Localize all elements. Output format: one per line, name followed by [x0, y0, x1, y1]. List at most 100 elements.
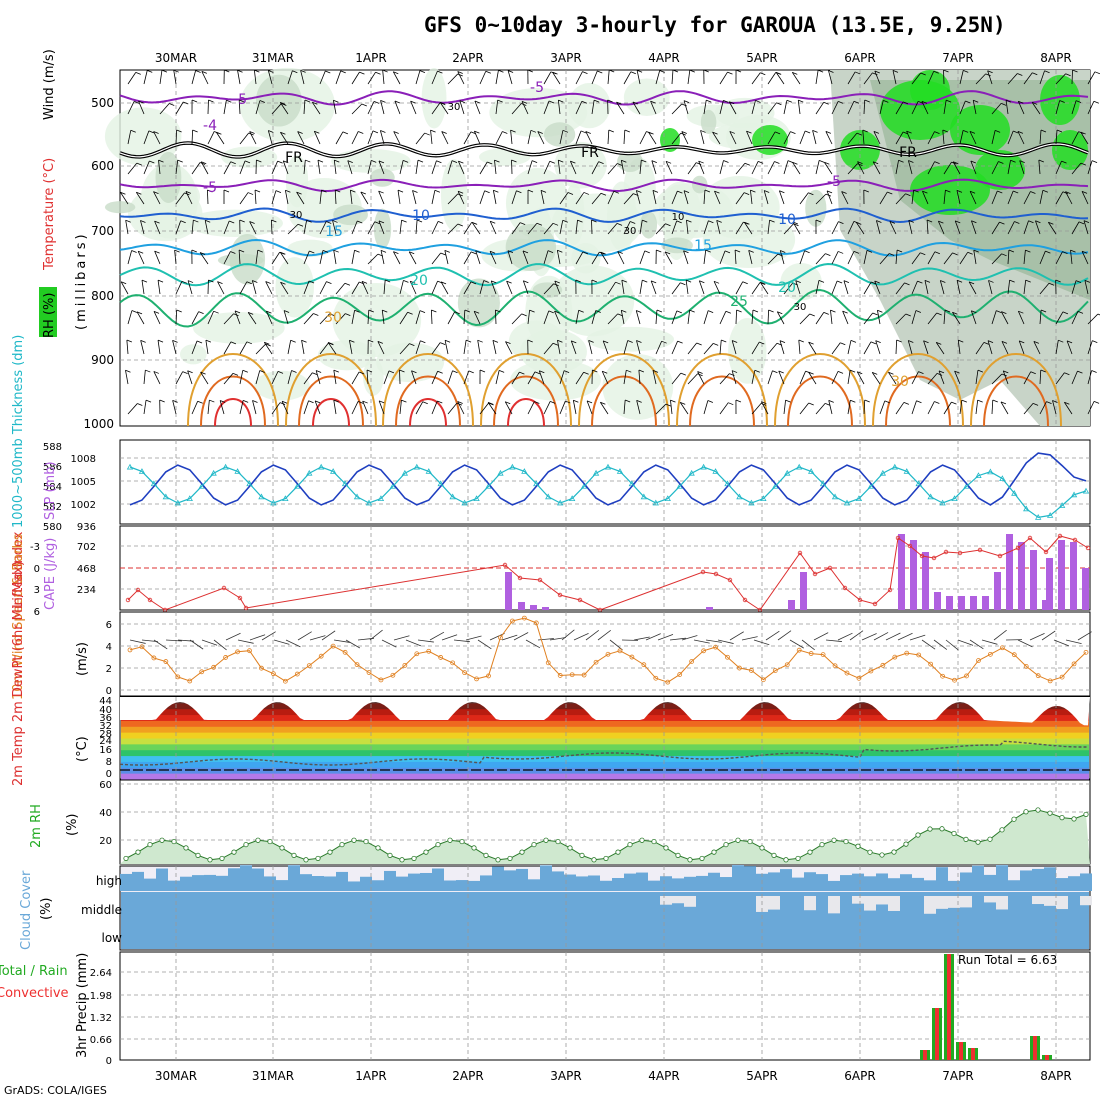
wind10-marker [940, 673, 945, 679]
wind-barb [575, 71, 583, 85]
tick-label: 44 [99, 696, 112, 707]
cloud-high-bar [264, 876, 276, 891]
precip-bars [920, 954, 1052, 1060]
wind-barb-flag [754, 369, 760, 373]
wind-barb-flag [191, 99, 198, 103]
wind-barb-flag [1040, 309, 1047, 313]
wind-barb [889, 221, 897, 235]
wind-barb-flag [837, 370, 844, 374]
wind-barb-flag [760, 403, 767, 406]
wind-barb [409, 281, 417, 295]
wind-barb [607, 163, 618, 175]
rh-marker [699, 855, 705, 862]
wind-barb-flag [874, 280, 880, 284]
wind-barb-flag [522, 250, 529, 254]
wind-barb [1039, 369, 1042, 385]
wind-barb-flag [883, 100, 889, 103]
wind-barb-flag [699, 280, 705, 284]
wind-barb-flag [697, 373, 703, 377]
wind-barb-flag [621, 279, 627, 283]
wind-barb [1065, 191, 1073, 205]
wind-barb [623, 370, 627, 385]
rh-marker [627, 841, 633, 848]
wind10-marker [211, 664, 217, 670]
cloud-high-bar [960, 872, 972, 891]
wind-barb-flag [825, 131, 832, 134]
wind-barb-flag [259, 370, 265, 373]
wind-barb [154, 220, 161, 235]
wind-barb-flag [787, 160, 794, 163]
wind-barb-flag [752, 309, 759, 313]
wind-barb [383, 280, 386, 295]
wind-barb [719, 250, 726, 265]
wind-barb-flag [354, 249, 360, 253]
wind-barb [199, 252, 209, 265]
wind-barb [1087, 71, 1096, 85]
rh-marker [195, 852, 201, 859]
wind10-marker [1071, 661, 1077, 667]
wind-barb-flag [683, 250, 689, 254]
wind-barb-flag [265, 343, 271, 347]
wind-barb [367, 309, 370, 325]
wind-barb [1033, 341, 1041, 355]
rh-shade-light [421, 68, 447, 129]
wind-barb-flag [1005, 99, 1012, 103]
wind-barb [857, 161, 865, 175]
ylabel-cloud-unit: (%) [39, 898, 54, 921]
wind-barb [440, 281, 449, 295]
wind-barb-flag [279, 402, 286, 405]
wind-barb-flag [378, 220, 385, 224]
wind-barb [991, 190, 998, 205]
ylabel-cape: CAPE (J/kg) [43, 538, 58, 610]
wind-barb-flag [955, 220, 961, 224]
cloud-high-bar [132, 871, 144, 891]
wind10-barb [669, 637, 686, 641]
wind-barb [908, 220, 913, 235]
wind-barb [703, 220, 709, 235]
wind-barb-flag [1013, 130, 1019, 134]
wind-barb [719, 160, 724, 175]
wind-barb [591, 192, 602, 205]
wind-barb-flag [625, 399, 631, 403]
wind-barb-flag [342, 131, 349, 135]
wind-barb-flag [862, 129, 868, 133]
wind-barb [712, 131, 721, 145]
wind-barb-flag [971, 220, 977, 224]
wind-barb [591, 310, 597, 325]
wind-barb [607, 223, 618, 235]
wind-barb [223, 161, 232, 175]
wind-barb [783, 223, 794, 235]
wind-barb-flag [825, 253, 831, 256]
wind-barb [125, 370, 129, 385]
rh-marker [303, 857, 309, 863]
wind-barb [943, 401, 952, 415]
wind-barb-flag [230, 251, 236, 254]
rh-shade-mid [373, 208, 392, 249]
wind-barb [895, 313, 907, 325]
wind-barb [271, 161, 278, 175]
wind-barb-flag [257, 249, 263, 253]
wind-barb [959, 70, 964, 85]
warm-dome-orange [382, 353, 474, 427]
wind-barb-flag [366, 369, 373, 373]
wind10-barb [141, 639, 158, 643]
wind-barb [697, 371, 705, 385]
wind-barb-flag [1018, 100, 1024, 104]
wind-barb-flag [1001, 311, 1007, 315]
wind10-marker [498, 635, 503, 641]
rh-shade-mid [369, 168, 395, 187]
wind-barb [335, 131, 344, 145]
wind-barb [991, 253, 1002, 265]
wind-barb [716, 220, 721, 235]
wind-barb [808, 341, 817, 355]
wind-barb-flag [264, 341, 270, 345]
wind-barb [1081, 191, 1089, 205]
wind-barb [140, 220, 145, 235]
wind-barb-flag [876, 220, 882, 223]
wind-barb [1023, 220, 1029, 235]
wind-barb [751, 161, 759, 175]
wind10-marker [199, 669, 205, 675]
wind-barb [987, 340, 993, 355]
li-marker [1085, 545, 1091, 551]
